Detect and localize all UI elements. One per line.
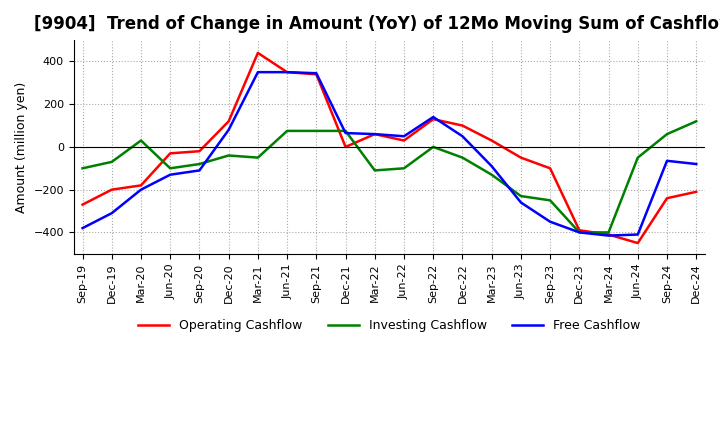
Investing Cashflow <box>516 194 525 199</box>
Free Cashflow <box>195 168 204 173</box>
Line: Free Cashflow: Free Cashflow <box>83 72 696 235</box>
Operating Cashflow <box>692 189 701 194</box>
Operating Cashflow <box>253 50 262 55</box>
Investing Cashflow <box>487 172 496 177</box>
Operating Cashflow <box>341 144 350 150</box>
Operating Cashflow <box>371 132 379 137</box>
Investing Cashflow <box>283 128 292 134</box>
Investing Cashflow <box>78 165 87 171</box>
Operating Cashflow <box>312 72 320 77</box>
Operating Cashflow <box>604 232 613 237</box>
Free Cashflow <box>137 187 145 192</box>
Operating Cashflow <box>458 123 467 128</box>
Free Cashflow <box>692 161 701 167</box>
Free Cashflow <box>546 219 554 224</box>
Free Cashflow <box>516 200 525 205</box>
Operating Cashflow <box>225 119 233 124</box>
Investing Cashflow <box>429 144 438 150</box>
Free Cashflow <box>341 130 350 136</box>
Investing Cashflow <box>137 138 145 143</box>
Investing Cashflow <box>195 161 204 167</box>
Operating Cashflow <box>662 195 671 201</box>
Operating Cashflow <box>575 227 584 233</box>
Free Cashflow <box>575 230 584 235</box>
Investing Cashflow <box>225 153 233 158</box>
Investing Cashflow <box>400 165 408 171</box>
Operating Cashflow <box>516 155 525 160</box>
Title: [9904]  Trend of Change in Amount (YoY) of 12Mo Moving Sum of Cashflows: [9904] Trend of Change in Amount (YoY) o… <box>35 15 720 33</box>
Free Cashflow <box>107 210 116 216</box>
Free Cashflow <box>458 134 467 139</box>
Investing Cashflow <box>546 198 554 203</box>
Operating Cashflow <box>487 138 496 143</box>
Investing Cashflow <box>371 168 379 173</box>
Free Cashflow <box>166 172 174 177</box>
Free Cashflow <box>604 233 613 238</box>
Operating Cashflow <box>137 183 145 188</box>
Investing Cashflow <box>604 230 613 235</box>
Investing Cashflow <box>458 155 467 160</box>
Operating Cashflow <box>546 165 554 171</box>
Investing Cashflow <box>662 132 671 137</box>
Investing Cashflow <box>166 165 174 171</box>
Legend: Operating Cashflow, Investing Cashflow, Free Cashflow: Operating Cashflow, Investing Cashflow, … <box>133 314 646 337</box>
Operating Cashflow <box>634 240 642 246</box>
Free Cashflow <box>283 70 292 75</box>
Operating Cashflow <box>429 117 438 122</box>
Free Cashflow <box>662 158 671 163</box>
Investing Cashflow <box>575 230 584 235</box>
Investing Cashflow <box>312 128 320 134</box>
Line: Operating Cashflow: Operating Cashflow <box>83 53 696 243</box>
Free Cashflow <box>371 132 379 137</box>
Free Cashflow <box>253 70 262 75</box>
Operating Cashflow <box>400 138 408 143</box>
Investing Cashflow <box>634 155 642 160</box>
Line: Investing Cashflow: Investing Cashflow <box>83 121 696 232</box>
Free Cashflow <box>400 134 408 139</box>
Free Cashflow <box>429 114 438 120</box>
Free Cashflow <box>312 70 320 76</box>
Operating Cashflow <box>78 202 87 207</box>
Operating Cashflow <box>283 70 292 75</box>
Investing Cashflow <box>253 155 262 160</box>
Operating Cashflow <box>166 151 174 156</box>
Operating Cashflow <box>195 149 204 154</box>
Free Cashflow <box>634 232 642 237</box>
Free Cashflow <box>225 127 233 132</box>
Investing Cashflow <box>341 128 350 134</box>
Investing Cashflow <box>692 119 701 124</box>
Y-axis label: Amount (million yen): Amount (million yen) <box>15 81 28 213</box>
Free Cashflow <box>487 164 496 169</box>
Investing Cashflow <box>107 159 116 165</box>
Operating Cashflow <box>107 187 116 192</box>
Free Cashflow <box>78 225 87 231</box>
